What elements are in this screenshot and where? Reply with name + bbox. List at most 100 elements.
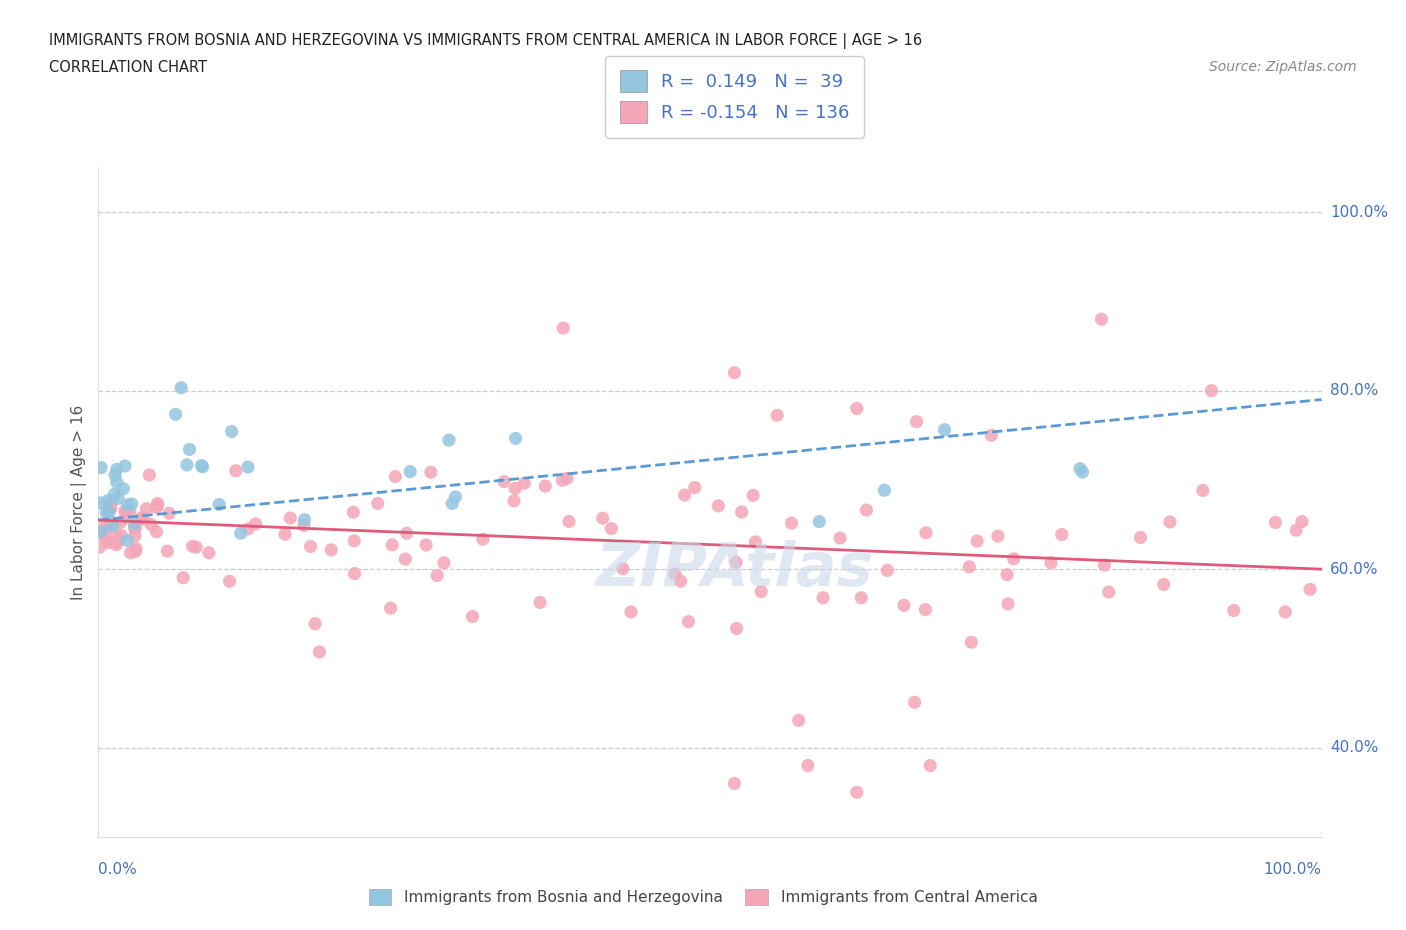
Text: 80.0%: 80.0% xyxy=(1330,383,1378,398)
Point xyxy=(367,496,389,511)
Point xyxy=(461,609,484,624)
Point xyxy=(914,602,936,617)
Point xyxy=(851,591,873,605)
Point xyxy=(808,514,831,529)
Point xyxy=(100,496,122,511)
Point xyxy=(157,506,180,521)
Point xyxy=(115,507,138,522)
Point xyxy=(723,776,745,790)
Point xyxy=(146,496,169,511)
Point xyxy=(125,541,148,556)
Point xyxy=(845,785,868,800)
Point xyxy=(555,471,578,485)
Point xyxy=(1191,483,1213,498)
Point xyxy=(114,458,136,473)
Point xyxy=(381,538,404,552)
Point xyxy=(245,516,267,531)
Point xyxy=(384,469,406,484)
Point xyxy=(96,533,118,548)
Point xyxy=(1285,523,1308,538)
Point xyxy=(110,514,132,529)
Point xyxy=(342,505,364,520)
Point xyxy=(176,458,198,472)
Point xyxy=(437,432,460,447)
Point xyxy=(115,533,138,548)
Point xyxy=(132,512,155,526)
Point xyxy=(987,528,1010,543)
Point xyxy=(1039,555,1062,570)
Point xyxy=(471,532,494,547)
Point xyxy=(1129,530,1152,545)
Point xyxy=(1090,312,1112,326)
Point xyxy=(145,525,167,539)
Point xyxy=(664,566,686,581)
Point xyxy=(620,604,643,619)
Point xyxy=(124,521,146,536)
Text: CORRELATION CHART: CORRELATION CHART xyxy=(49,60,207,75)
Point xyxy=(394,551,416,566)
Point xyxy=(165,407,187,422)
Point xyxy=(855,502,877,517)
Point xyxy=(135,501,157,516)
Point xyxy=(780,515,803,530)
Y-axis label: In Labor Force | Age > 16: In Labor Force | Age > 16 xyxy=(72,405,87,600)
Point xyxy=(683,480,706,495)
Point xyxy=(797,758,820,773)
Point xyxy=(1274,604,1296,619)
Point xyxy=(90,460,112,475)
Point xyxy=(101,519,124,534)
Point xyxy=(105,538,128,552)
Point xyxy=(131,511,153,525)
Text: IMMIGRANTS FROM BOSNIA AND HERZEGOVINA VS IMMIGRANTS FROM CENTRAL AMERICA IN LAB: IMMIGRANTS FROM BOSNIA AND HERZEGOVINA V… xyxy=(49,33,922,48)
Point xyxy=(208,497,231,512)
Point xyxy=(103,486,125,501)
Point xyxy=(90,525,112,539)
Point xyxy=(426,568,449,583)
Point xyxy=(90,496,112,511)
Point xyxy=(380,601,402,616)
Point xyxy=(304,617,326,631)
Point xyxy=(96,506,118,521)
Point xyxy=(120,545,142,560)
Point xyxy=(534,479,557,494)
Point xyxy=(221,424,243,439)
Point xyxy=(190,458,212,473)
Point xyxy=(170,380,193,395)
Point xyxy=(612,561,634,576)
Point xyxy=(730,504,752,519)
Point xyxy=(225,463,247,478)
Point xyxy=(218,574,240,589)
Point xyxy=(105,474,128,489)
Point xyxy=(399,464,422,479)
Point xyxy=(1264,515,1286,530)
Point xyxy=(321,542,343,557)
Point xyxy=(505,481,527,496)
Point xyxy=(395,525,418,540)
Point xyxy=(742,488,765,503)
Point xyxy=(124,516,146,531)
Point xyxy=(191,459,214,474)
Point xyxy=(1201,383,1223,398)
Point xyxy=(893,598,915,613)
Point xyxy=(707,498,730,513)
Point xyxy=(89,539,111,554)
Text: 60.0%: 60.0% xyxy=(1330,562,1378,577)
Point xyxy=(433,555,456,570)
Point xyxy=(179,442,201,457)
Point xyxy=(97,536,120,551)
Text: 100.0%: 100.0% xyxy=(1264,862,1322,877)
Point xyxy=(529,595,551,610)
Point xyxy=(1153,577,1175,591)
Point xyxy=(105,535,128,550)
Point xyxy=(145,500,167,515)
Point xyxy=(90,528,112,543)
Point xyxy=(156,544,179,559)
Point xyxy=(1098,585,1121,600)
Point xyxy=(513,476,536,491)
Point xyxy=(934,422,956,437)
Point xyxy=(198,545,221,560)
Point xyxy=(1092,558,1115,573)
Point xyxy=(997,596,1019,611)
Point xyxy=(308,644,330,659)
Point xyxy=(117,498,139,512)
